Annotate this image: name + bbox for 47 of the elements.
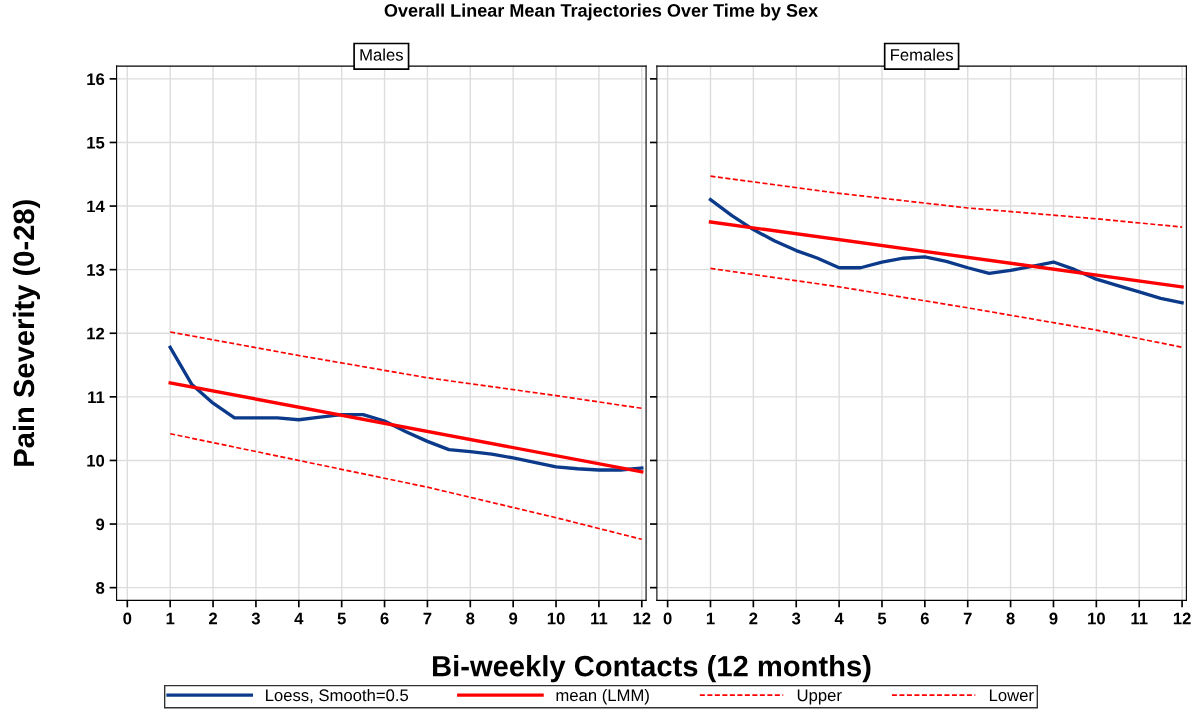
x-tick-label: 3 — [251, 612, 260, 625]
x-tick-label: 11 — [1131, 612, 1148, 625]
y-tick-label: 15 — [87, 137, 105, 149]
x-tick-label: 10 — [1088, 612, 1105, 625]
x-tick-label: 9 — [1049, 612, 1058, 625]
x-tick-label: 5 — [877, 612, 887, 625]
x-tick-label: 0 — [663, 612, 672, 625]
legend-label: Lower — [989, 689, 1034, 702]
line-series — [169, 331, 643, 410]
x-tick-label: 0 — [123, 612, 132, 625]
y-tick-label: 12 — [87, 327, 105, 340]
x-tick-label: 12 — [633, 612, 651, 625]
x-tick-label: 1 — [166, 612, 175, 625]
x-tick-label: 8 — [1006, 612, 1015, 625]
line-series — [169, 432, 643, 541]
y-tick-label: 11 — [88, 391, 105, 403]
x-tick-label: 4 — [834, 612, 844, 625]
x-tick-label: 6 — [380, 612, 389, 625]
x-tick-label: 6 — [920, 612, 929, 625]
x-tick-label: 2 — [209, 612, 218, 625]
x-tick-label: 10 — [547, 612, 565, 625]
x-tick-label: 11 — [591, 612, 608, 625]
legend-label: Upper — [797, 689, 842, 705]
y-tick-label: 16 — [87, 73, 105, 86]
y-tick-label: 10 — [87, 454, 105, 467]
y-tick-label: 8 — [96, 582, 105, 594]
y-tick-label: 13 — [87, 264, 105, 276]
y-tick-label: 14 — [87, 200, 105, 213]
x-tick-label: 7 — [423, 612, 432, 625]
x-tick-label: 12 — [1173, 612, 1191, 625]
chart-subtitle: Females — [891, 48, 953, 61]
y-tick-label: 9 — [96, 518, 105, 531]
x-tick-label: 8 — [466, 612, 475, 625]
chart-title: Overall Linear Mean Trajectories Over Time by Sex — [384, 3, 818, 21]
y-axis-title: Pain Severity (0-28) — [12, 200, 41, 466]
chart-subtitle: Males — [360, 48, 403, 61]
legend-label: mean (LMM) — [556, 688, 649, 705]
x-tick-label: 4 — [294, 612, 304, 625]
x-tick-label: 9 — [509, 612, 518, 625]
x-tick-label: 7 — [963, 612, 972, 625]
x-tick-label: 2 — [749, 612, 758, 625]
x-tick-label: 5 — [337, 612, 346, 625]
line-series — [168, 345, 644, 472]
x-tick-label: 1 — [706, 612, 715, 625]
legend-label: Loess, Smooth=0.5 — [266, 688, 409, 704]
x-tick-label: 3 — [791, 612, 801, 625]
x-axis-title: Bi-weekly Contacts (12 months) — [433, 655, 871, 683]
